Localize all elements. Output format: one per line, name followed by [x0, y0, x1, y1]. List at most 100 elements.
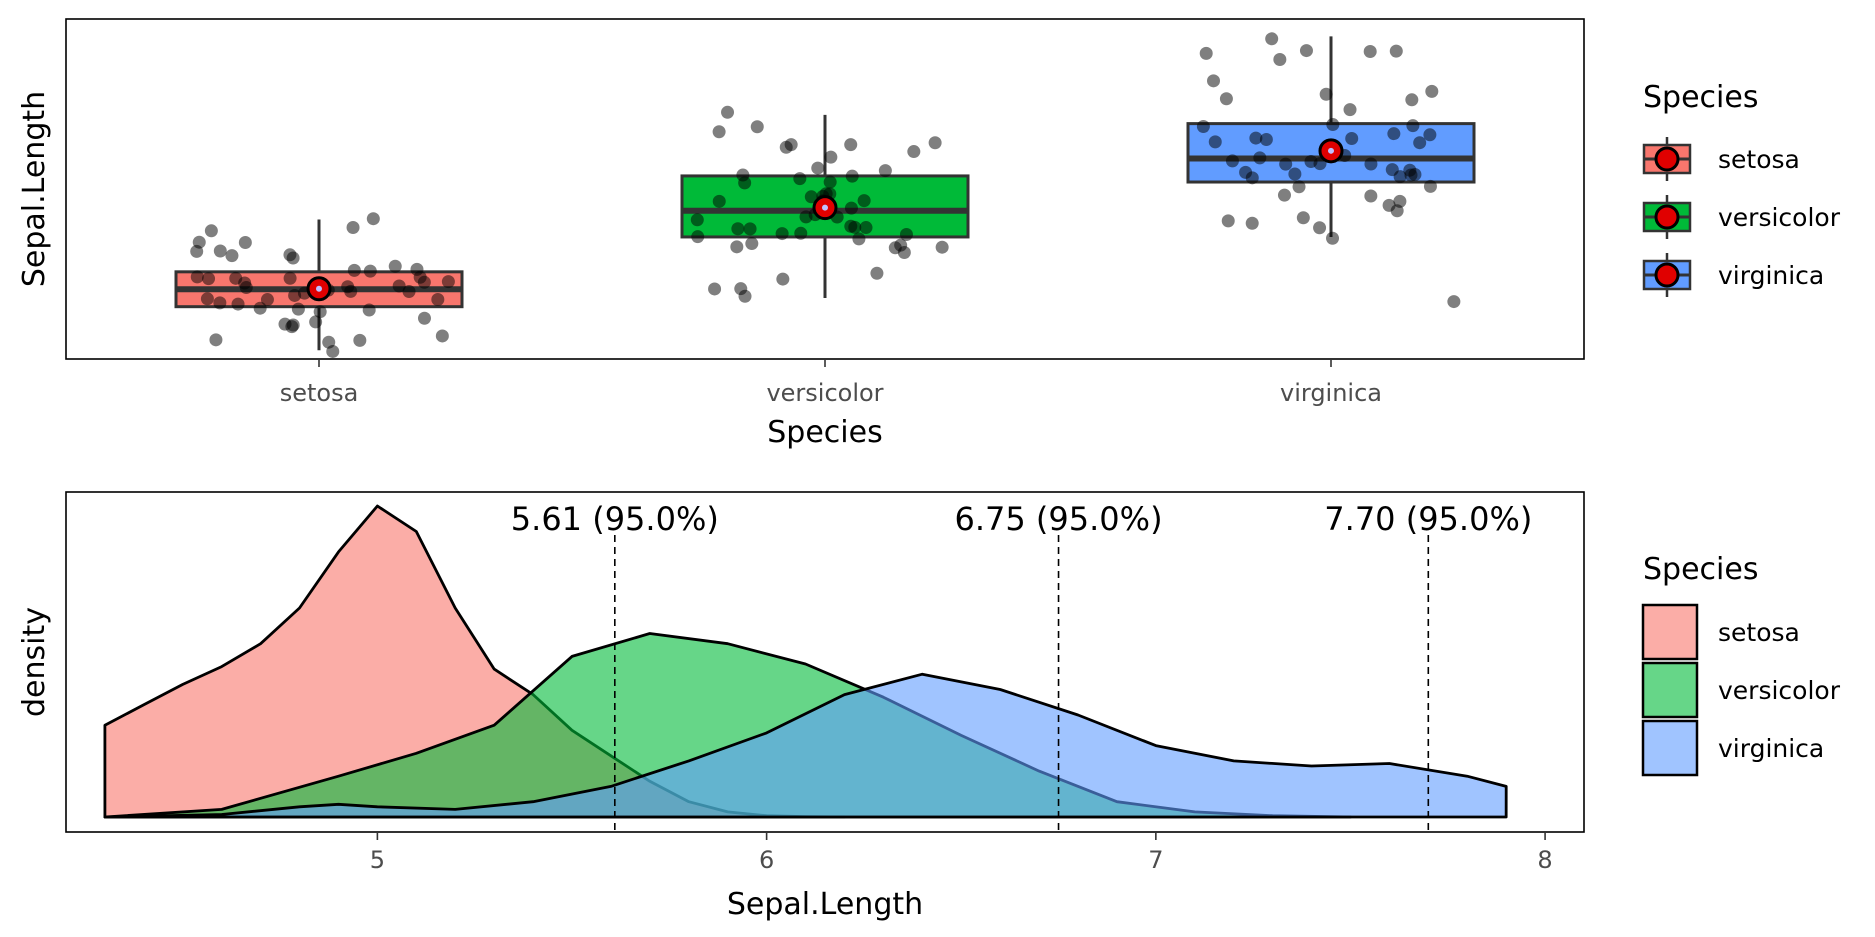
point-virginica: [1403, 163, 1417, 177]
point-versicolor: [799, 210, 813, 224]
point-versicolor: [794, 226, 808, 240]
density-marks: 5.61 (95.0%) 6.75 (95.0%) 7.70 (95.0%): [103, 500, 1532, 832]
point-virginica: [1387, 127, 1401, 141]
legend-key-setosa: [1641, 603, 1699, 661]
point-setosa: [225, 249, 239, 263]
point-virginica: [1425, 84, 1439, 98]
point-setosa: [260, 293, 274, 307]
point-setosa: [231, 297, 245, 311]
point-virginica: [1199, 46, 1213, 60]
point-virginica: [1245, 216, 1259, 230]
point-setosa: [417, 275, 431, 289]
point-virginica: [1208, 135, 1222, 149]
point-versicolor: [857, 194, 871, 208]
point-setosa: [346, 220, 360, 234]
point-setosa: [209, 333, 223, 347]
legend-label-virginica: virginica: [1718, 734, 1824, 763]
point-setosa: [253, 301, 267, 315]
point-versicolor: [878, 164, 892, 178]
mean-dot-setosa: [316, 285, 322, 292]
point-versicolor: [811, 161, 825, 175]
box-plot-panel: setosa versicolor virginica Species Sepal.…: [17, 18, 1841, 450]
point-setosa: [341, 280, 355, 294]
point-versicolor: [734, 282, 748, 296]
point-versicolor: [708, 282, 722, 296]
legend-key-versicolor: [1641, 661, 1699, 719]
point-virginica: [1326, 118, 1340, 132]
point-virginica: [1273, 53, 1287, 67]
density-frame: [65, 491, 1585, 833]
point-versicolor: [804, 190, 818, 204]
point-setosa: [402, 284, 416, 298]
point-setosa: [417, 311, 431, 325]
point-setosa: [313, 305, 327, 319]
point-virginica: [1405, 93, 1419, 107]
point-setosa: [286, 318, 300, 332]
point-versicolor: [899, 228, 913, 242]
point-virginica: [1389, 44, 1403, 58]
point-versicolor: [844, 219, 858, 233]
point-virginica: [1406, 119, 1420, 133]
box-plot-x-axis-title: Species: [767, 415, 882, 450]
point-virginica: [1447, 295, 1461, 309]
density-legend: Species setosa versicolor virginica: [1641, 552, 1841, 777]
point-virginica: [1413, 136, 1427, 150]
point-versicolor: [870, 266, 884, 280]
point-setosa: [202, 272, 216, 286]
legend-label-versicolor: versicolor: [1718, 203, 1841, 232]
point-setosa: [309, 315, 323, 329]
point-versicolor: [721, 105, 735, 119]
point-virginica: [1196, 119, 1210, 133]
point-versicolor: [712, 125, 726, 139]
point-virginica: [1393, 170, 1407, 184]
point-virginica: [1390, 204, 1404, 218]
point-setosa: [435, 329, 449, 343]
point-virginica: [1265, 32, 1279, 46]
point-versicolor: [824, 150, 838, 164]
box-plot-x-ticks: setosa versicolor virginica: [280, 359, 1382, 407]
point-virginica: [1299, 44, 1313, 58]
point-setosa: [322, 335, 336, 349]
point-virginica: [1253, 151, 1267, 165]
legend-label-virginica: virginica: [1718, 261, 1824, 290]
box-plot-legend: Species setosa versicolor virginica: [1642, 80, 1841, 297]
density-area-virginica: [103, 672, 1508, 819]
x-tick-label-6: 6: [759, 846, 774, 874]
x-tick-label-virginica: virginica: [1280, 379, 1382, 407]
point-versicolor: [750, 120, 764, 134]
point-virginica: [1207, 74, 1221, 88]
point-setosa: [363, 264, 377, 278]
legend-label-setosa: setosa: [1718, 618, 1800, 647]
quantile-label-3: 7.70 (95.0%): [1324, 500, 1532, 538]
point-virginica: [1219, 92, 1233, 106]
point-setosa: [410, 262, 424, 276]
x-tick-label-8: 8: [1537, 846, 1552, 874]
point-setosa: [392, 279, 406, 293]
point-setosa: [213, 296, 227, 310]
point-virginica: [1364, 189, 1378, 203]
point-virginica: [1313, 221, 1327, 235]
point-virginica: [1326, 231, 1340, 245]
quantile-label-1: 5.61 (95.0%): [511, 500, 719, 538]
point-versicolor: [845, 169, 859, 183]
point-setosa: [291, 302, 305, 316]
point-versicolor: [894, 238, 908, 252]
point-versicolor: [738, 176, 752, 190]
point-setosa: [288, 288, 302, 302]
legend-key-mean-virginica: [1654, 262, 1680, 288]
point-versicolor: [928, 136, 942, 150]
legend-key-virginica: [1641, 719, 1699, 777]
point-virginica: [1221, 214, 1235, 228]
point-virginica: [1288, 167, 1302, 181]
point-versicolor: [776, 272, 790, 286]
point-virginica: [1279, 157, 1293, 171]
point-versicolor: [745, 237, 759, 251]
legend-key-mean-setosa: [1654, 146, 1680, 172]
point-setosa: [441, 275, 455, 289]
point-virginica: [1292, 180, 1306, 194]
point-setosa: [190, 270, 204, 284]
point-virginica: [1319, 87, 1333, 101]
point-versicolor: [823, 175, 837, 189]
mean-dot-versicolor: [822, 204, 828, 211]
